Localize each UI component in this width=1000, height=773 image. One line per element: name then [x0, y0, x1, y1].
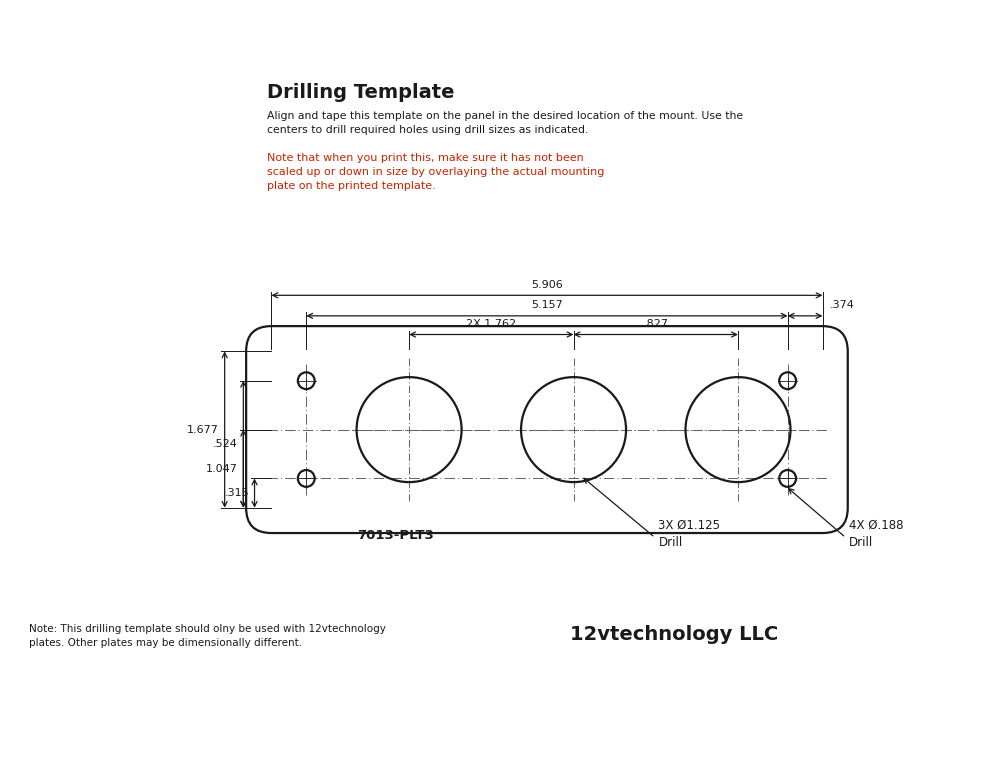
- Text: 1.047: 1.047: [206, 464, 238, 474]
- Text: 5.906: 5.906: [531, 280, 563, 290]
- Text: Align and tape this template on the panel in the desired location of the mount. : Align and tape this template on the pane…: [267, 111, 743, 135]
- Text: 2X 1.762: 2X 1.762: [466, 319, 516, 329]
- Text: 1.677: 1.677: [187, 424, 219, 434]
- Text: 3X Ø1.125: 3X Ø1.125: [658, 519, 720, 532]
- Text: .827: .827: [643, 319, 668, 329]
- Text: Note: This drilling template should olny be used with 12vtechnology
plates. Othe: Note: This drilling template should olny…: [29, 625, 386, 649]
- Text: .524: .524: [213, 439, 238, 449]
- Text: Drilling Template: Drilling Template: [267, 83, 454, 102]
- Text: 7013-PLT3: 7013-PLT3: [357, 530, 433, 543]
- Text: 5.157: 5.157: [531, 300, 563, 310]
- Text: .374: .374: [830, 300, 855, 310]
- Text: 4X Ø.188: 4X Ø.188: [849, 519, 904, 532]
- Text: .315: .315: [224, 488, 249, 498]
- Text: 12vtechnology LLC: 12vtechnology LLC: [570, 625, 778, 643]
- Text: Note that when you print this, make sure it has not been
scaled up or down in si: Note that when you print this, make sure…: [267, 153, 604, 191]
- Text: Drill: Drill: [658, 536, 683, 549]
- Text: Drill: Drill: [849, 536, 874, 549]
